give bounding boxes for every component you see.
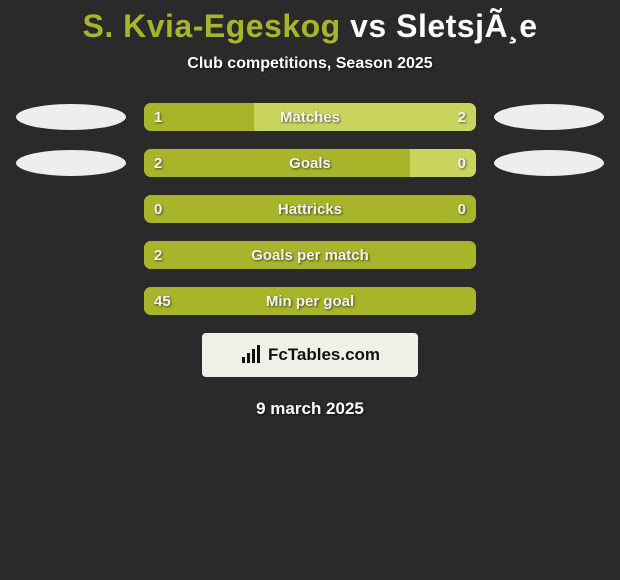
bar-segment-right (254, 103, 476, 131)
stat-bar: 45Min per goal (144, 287, 476, 315)
stat-bar: 0 0Hattricks (144, 195, 476, 223)
player1-name: S. Kvia-Egeskog (82, 8, 340, 44)
footer-date: 9 march 2025 (0, 399, 620, 419)
bar-segment-left (144, 287, 476, 315)
stat-row: 45Min per goal (0, 287, 620, 315)
stat-bar: 20Goals (144, 149, 476, 177)
stat-row: 0 0Hattricks (0, 195, 620, 223)
bar-segment-left (144, 241, 476, 269)
stat-bar: 2Goals per match (144, 241, 476, 269)
bars-icon (240, 345, 262, 365)
stat-row: 2Goals per match (0, 241, 620, 269)
deco-ellipse-right (494, 150, 604, 176)
branding-badge: FcTables.com (202, 333, 418, 377)
bar-segment-right (410, 149, 476, 177)
page-title: S. Kvia-Egeskog vs SletsjÃ¸e (0, 0, 620, 45)
subtitle: Club competitions, Season 2025 (0, 55, 620, 73)
stat-rows: 12Matches 20Goals 0 0Hattricks 2Goals per ma… (0, 103, 620, 315)
stat-bar: 12Matches (144, 103, 476, 131)
deco-ellipse-left (16, 150, 126, 176)
deco-ellipse-left (16, 104, 126, 130)
bar-segment-left (144, 103, 254, 131)
player2-name: SletsjÃ¸e (396, 8, 537, 44)
deco-ellipse-right (494, 104, 604, 130)
stat-row: 12Matches (0, 103, 620, 131)
bar-segment-left (144, 149, 410, 177)
stat-label: Hattricks (144, 195, 476, 223)
stat-value-right: 0 (458, 195, 466, 223)
stat-row: 20Goals (0, 149, 620, 177)
stat-value-left: 0 (154, 195, 162, 223)
vs-text: vs (350, 8, 396, 44)
branding-text: FcTables.com (268, 345, 380, 365)
